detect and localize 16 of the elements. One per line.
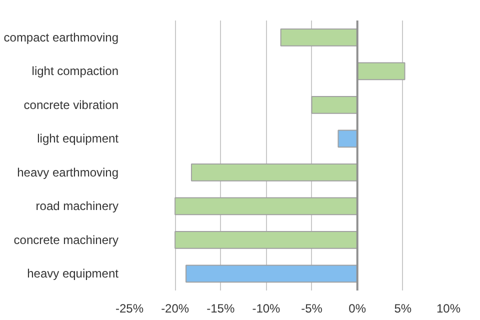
y-tick-label: road machinery	[36, 199, 119, 214]
y-tick-label: heavy earthmoving	[17, 165, 118, 180]
y-tick-label: heavy equipment	[27, 266, 120, 281]
y-tick-label: light equipment	[37, 132, 120, 146]
y-tick-label: compact earthmoving	[4, 30, 119, 44]
y-tick-label: light compaction	[32, 64, 119, 78]
x-tick-label: 5%	[394, 302, 412, 316]
x-tick-label: -20%	[161, 302, 190, 316]
x-tick-label: 0%	[348, 302, 366, 316]
x-tick-label: -15%	[206, 302, 235, 316]
x-tick-label: -25%	[115, 302, 144, 316]
x-tick-label: -5%	[301, 302, 323, 316]
y-tick-label: concrete vibration	[24, 98, 118, 112]
x-tick-label: 10%	[436, 302, 461, 316]
y-tick-label: concrete machinery	[14, 232, 119, 247]
x-tick-label: -10%	[252, 302, 281, 316]
